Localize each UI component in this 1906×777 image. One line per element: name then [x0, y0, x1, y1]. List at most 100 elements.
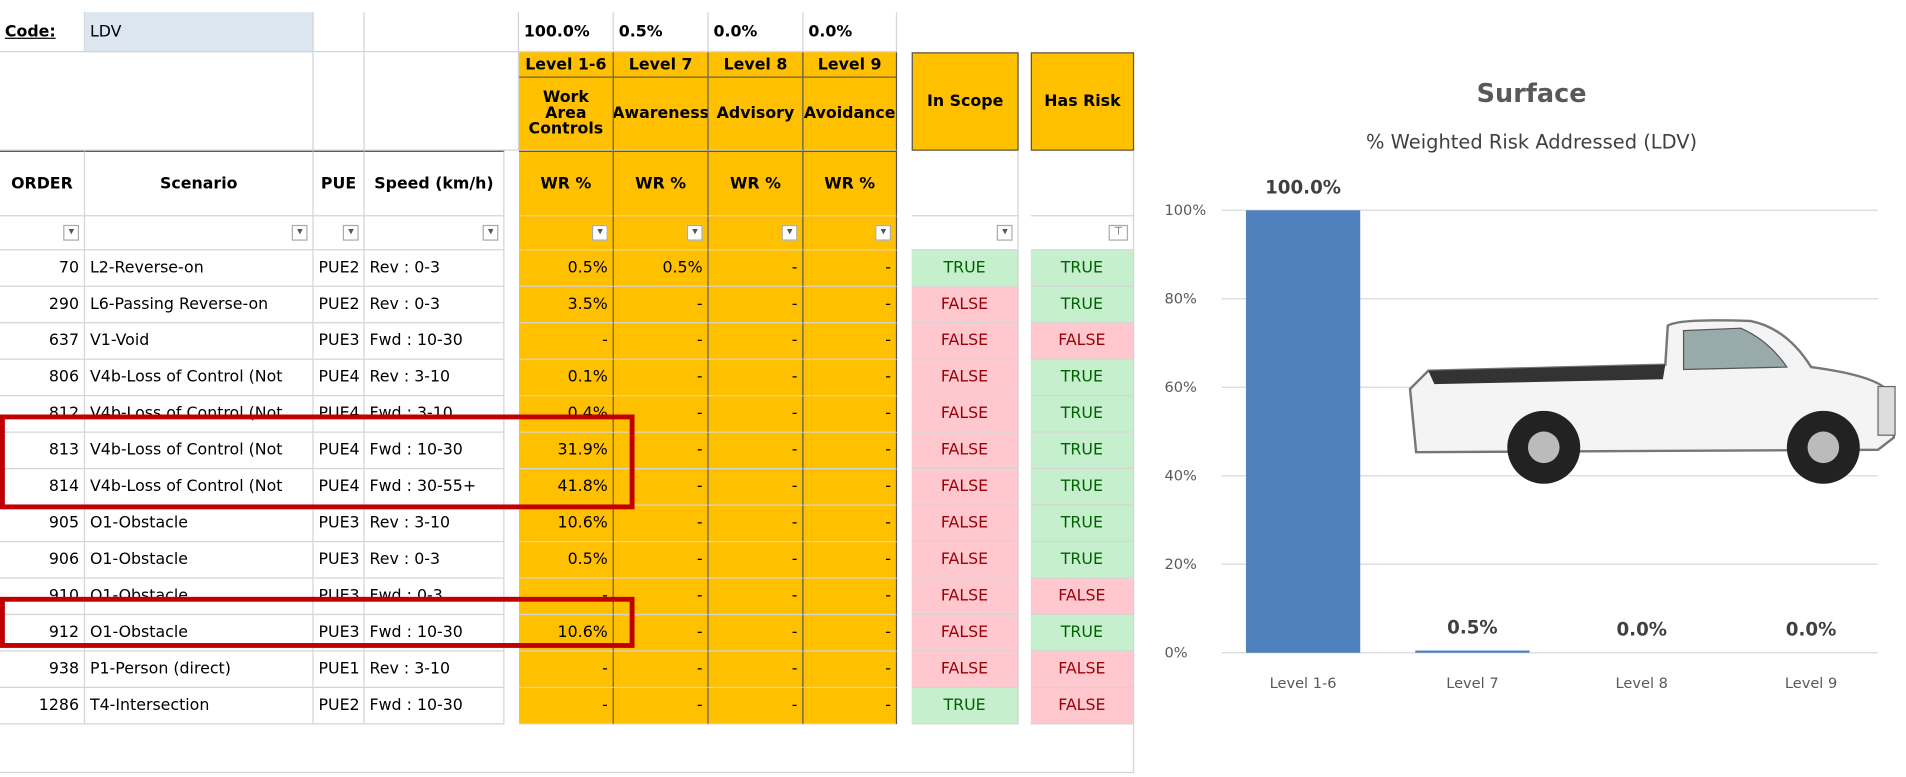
cell — [314, 52, 365, 150]
data-cell: - — [709, 579, 804, 615]
data-cell: - — [803, 250, 897, 286]
flag-cell: FALSE — [912, 469, 1019, 505]
data-cell: - — [709, 323, 804, 359]
data-cell: V4b-Loss of Control (Not — [85, 360, 314, 396]
worksheet: Surface % Weighted Risk Addressed (LDV) … — [0, 0, 1906, 777]
flag-cell: FALSE — [1031, 688, 1134, 724]
data-cell: PUE3 — [314, 323, 365, 359]
cell — [912, 151, 1019, 217]
flag-cell: FALSE — [1031, 323, 1134, 359]
data-cell: - — [709, 688, 804, 724]
flag-cell: TRUE — [912, 688, 1019, 724]
data-cell: PUE2 — [314, 287, 365, 323]
data-cell: - — [709, 652, 804, 688]
data-cell: PUE4 — [314, 360, 365, 396]
flag-cell: FALSE — [912, 396, 1019, 432]
data-cell: - — [803, 360, 897, 396]
data-cell: Rev : 0-3 — [365, 250, 505, 286]
column-header: Speed (km/h) — [365, 151, 505, 217]
flag-cell: FALSE — [1031, 652, 1134, 688]
y-tick-label: 60% — [1165, 379, 1198, 396]
x-tick-label: Level 9 — [1785, 675, 1837, 692]
y-tick-label: 0% — [1165, 645, 1188, 662]
data-cell: - — [709, 287, 804, 323]
data-cell: - — [519, 323, 614, 359]
level-header: Level 9 — [803, 52, 897, 78]
data-cell: - — [803, 433, 897, 469]
data-cell: - — [709, 469, 804, 505]
flag-cell: TRUE — [1031, 360, 1134, 396]
data-label: 100.0% — [1265, 177, 1341, 198]
flag-cell: TRUE — [1031, 287, 1134, 323]
flag-cell: FALSE — [912, 652, 1019, 688]
flag-cell: TRUE — [1031, 396, 1134, 432]
data-cell: V1-Void — [85, 323, 314, 359]
data-cell: PUE2 — [314, 688, 365, 724]
data-cell: - — [709, 506, 804, 542]
data-cell: 0.1% — [519, 360, 614, 396]
data-cell: - — [614, 360, 709, 396]
filter-button[interactable]: ▾ — [687, 225, 702, 241]
filter-button[interactable]: ▾ — [343, 225, 358, 241]
bar — [1246, 210, 1360, 652]
data-cell: 637 — [0, 323, 85, 359]
flag-cell: FALSE — [912, 323, 1019, 359]
x-tick-label: Level 8 — [1616, 675, 1668, 692]
data-cell: T4-Intersection — [85, 688, 314, 724]
filter-button[interactable]: ▾ — [292, 225, 307, 241]
flag-cell: FALSE — [912, 287, 1019, 323]
cell — [1031, 151, 1134, 217]
data-cell: - — [709, 433, 804, 469]
cell — [0, 52, 314, 150]
filter-cell: ▾ — [709, 216, 804, 250]
column-header: WR % — [803, 151, 897, 217]
filter-button[interactable]: ▾ — [876, 225, 891, 241]
cell — [365, 52, 519, 150]
highlight-box — [0, 597, 635, 648]
chart-title: Surface — [1477, 79, 1587, 109]
data-cell: Rev : 3-10 — [365, 506, 505, 542]
data-cell: - — [803, 542, 897, 578]
filter-button[interactable]: ▾ — [483, 225, 498, 241]
data-cell: - — [519, 652, 614, 688]
data-label: 0.0% — [1786, 620, 1837, 641]
data-cell: - — [519, 688, 614, 724]
level-description: Avoidance — [803, 78, 897, 151]
data-cell: PUE1 — [314, 652, 365, 688]
data-cell: 0.5% — [519, 250, 614, 286]
x-tick-label: Level 1-6 — [1270, 675, 1337, 692]
flag-cell: TRUE — [1031, 433, 1134, 469]
data-cell: - — [803, 688, 897, 724]
level-header: Level 8 — [709, 52, 804, 78]
data-cell: Rev : 3-10 — [365, 360, 505, 396]
y-tick-label: 100% — [1165, 202, 1207, 219]
data-cell: PUE3 — [314, 542, 365, 578]
filter-button[interactable]: ⊤ — [1109, 225, 1128, 241]
data-cell: L2-Reverse-on — [85, 250, 314, 286]
filter-button[interactable]: ▾ — [997, 225, 1012, 241]
data-cell: Rev : 3-10 — [365, 652, 505, 688]
filter-button[interactable]: ▾ — [64, 225, 79, 241]
data-cell: - — [803, 396, 897, 432]
flag-cell: FALSE — [912, 579, 1019, 615]
filter-button[interactable]: ▾ — [782, 225, 797, 241]
filter-button[interactable]: ▾ — [593, 225, 608, 241]
data-cell: - — [709, 250, 804, 286]
flag-cell: FALSE — [912, 542, 1019, 578]
data-label: 0.5% — [1447, 618, 1498, 639]
data-cell: 905 — [0, 506, 85, 542]
data-cell: Rev : 0-3 — [365, 542, 505, 578]
flag-cell: TRUE — [1031, 506, 1134, 542]
column-header: Scenario — [85, 151, 314, 217]
data-cell: 938 — [0, 652, 85, 688]
data-cell: 290 — [0, 287, 85, 323]
x-tick-label: Level 7 — [1446, 675, 1498, 692]
flag-cell: TRUE — [1031, 615, 1134, 651]
data-cell: 0.5% — [614, 250, 709, 286]
level-description: Work Area Controls — [519, 78, 614, 151]
filter-cell: ▾ — [614, 216, 709, 250]
data-label: 0.0% — [1616, 620, 1667, 641]
data-cell: - — [803, 652, 897, 688]
filter-cell: ▾ — [85, 216, 314, 250]
filter-cell: ▾ — [912, 216, 1019, 250]
